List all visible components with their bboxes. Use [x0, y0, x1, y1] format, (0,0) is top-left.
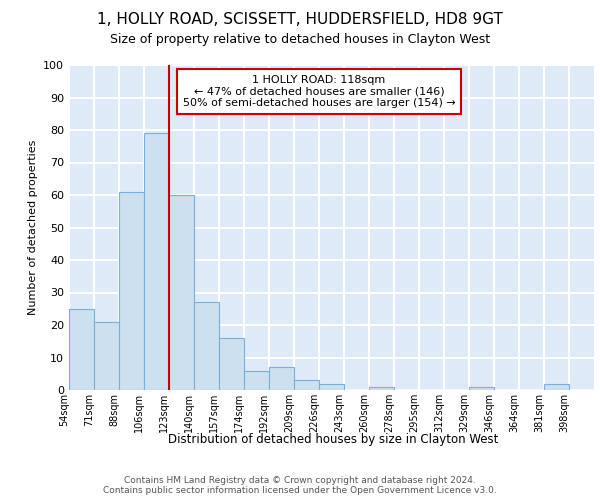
Text: Size of property relative to detached houses in Clayton West: Size of property relative to detached ho… [110, 32, 490, 46]
Bar [294, 380, 319, 390]
Text: 1 HOLLY ROAD: 118sqm
← 47% of detached houses are smaller (146)
50% of semi-deta: 1 HOLLY ROAD: 118sqm ← 47% of detached h… [182, 74, 455, 108]
Bar [169, 195, 194, 390]
Bar [119, 192, 144, 390]
Bar [544, 384, 569, 390]
Bar [469, 387, 494, 390]
Bar [69, 308, 94, 390]
Bar [269, 367, 294, 390]
Bar [219, 338, 244, 390]
Text: Distribution of detached houses by size in Clayton West: Distribution of detached houses by size … [168, 432, 498, 446]
Text: Contains HM Land Registry data © Crown copyright and database right 2024.
Contai: Contains HM Land Registry data © Crown c… [103, 476, 497, 495]
Bar [369, 387, 394, 390]
Y-axis label: Number of detached properties: Number of detached properties [28, 140, 38, 315]
Text: 1, HOLLY ROAD, SCISSETT, HUDDERSFIELD, HD8 9GT: 1, HOLLY ROAD, SCISSETT, HUDDERSFIELD, H… [97, 12, 503, 28]
Bar [194, 302, 219, 390]
Bar [94, 322, 119, 390]
Bar [319, 384, 344, 390]
Bar [244, 370, 269, 390]
Bar [144, 133, 169, 390]
